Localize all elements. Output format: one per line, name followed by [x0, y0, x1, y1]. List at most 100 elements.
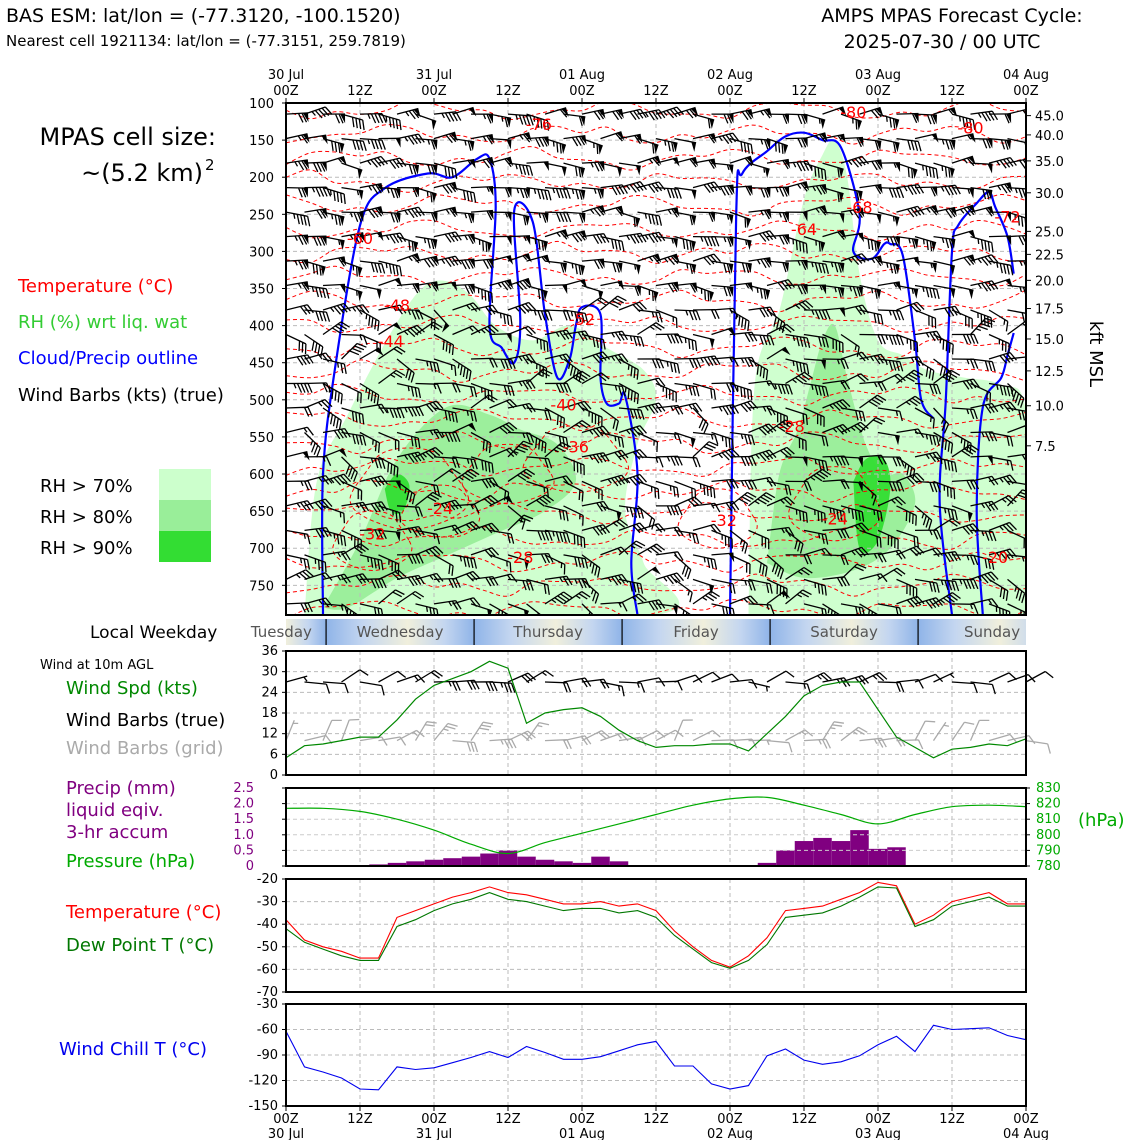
- wind10-ytick-label: 18: [261, 706, 278, 721]
- temp-label: -80: [957, 118, 983, 137]
- legend-rh70: RH > 70%: [40, 476, 133, 497]
- precip-bar: [795, 841, 814, 866]
- wind-barb: [675, 139, 697, 143]
- temp-label: -32: [711, 511, 737, 530]
- precip-bar: [869, 849, 888, 866]
- wind-barb-flag: [413, 242, 418, 252]
- sounding-ytick-label: 200: [249, 171, 274, 186]
- legend-temperature: Temperature (°C): [17, 276, 173, 297]
- wind-barb: [360, 310, 379, 331]
- pressure-ytick-label: 830: [1036, 781, 1061, 796]
- wind-barb-true: [749, 682, 770, 692]
- wind-barb-grid: [656, 730, 683, 740]
- precip-bar: [517, 857, 536, 866]
- wind-barb-grid: [823, 722, 844, 741]
- wind-barb-flag: [765, 168, 770, 178]
- wind-barb-grid: [490, 739, 517, 748]
- wind-barb: [952, 359, 978, 369]
- top-hour-label: 12Z: [939, 84, 965, 99]
- bottom-hour-label: 12Z: [939, 1112, 965, 1127]
- wind-barb-flag: [469, 108, 477, 117]
- wind-barb-grid: [323, 720, 342, 740]
- wind-barb: [601, 296, 627, 310]
- wind-barb: [675, 384, 699, 397]
- wind-barb: [952, 334, 978, 343]
- wind-barb: [675, 530, 699, 543]
- top-hour-label: 00Z: [717, 84, 743, 99]
- wind-barb: [379, 261, 402, 276]
- precip-bar: [591, 857, 610, 866]
- wind-barb: [508, 163, 533, 176]
- temp-label: -24: [822, 510, 848, 529]
- wind-barb-flag: [691, 438, 696, 448]
- temps-ytick-label: -40: [257, 917, 278, 932]
- wind-barb: [619, 109, 646, 119]
- wind-barb: [286, 555, 309, 570]
- wind-barb-true: [601, 682, 625, 696]
- wind-barb-grid: [286, 720, 298, 740]
- wind-barb-flag: [728, 215, 733, 225]
- temps-ytick-label: -30: [257, 895, 278, 910]
- wind-barb: [1026, 212, 1047, 226]
- bottom-hour-label: 00Z: [865, 1112, 891, 1127]
- temp-label: -52: [569, 310, 595, 329]
- sounding-ytick-label: 300: [249, 245, 274, 260]
- temp-label: -32: [359, 524, 385, 543]
- wind-barb: [360, 261, 385, 273]
- wind-barb: [693, 254, 721, 265]
- wind-barb: [1026, 604, 1050, 617]
- pressure-ytick-label: 810: [1036, 812, 1061, 827]
- wind10-ytick-label: 0: [270, 768, 278, 783]
- wind-barb: [712, 133, 739, 144]
- sounding-inner: -76-80-80-68-64-72-60-48-52-44-40-28-36-…: [286, 100, 1053, 630]
- cell-size-label: MPAS cell size:: [40, 123, 216, 151]
- wind-barb: [601, 331, 628, 341]
- top-hour-label: 12Z: [347, 84, 373, 99]
- pressure-unit-label: (hPa): [1078, 810, 1125, 831]
- wind-barb: [693, 591, 720, 604]
- top-hour-label: 12Z: [495, 84, 521, 99]
- wind-barb-true: [656, 681, 682, 690]
- wind-barb-true: [286, 676, 307, 682]
- wind-barb: [730, 139, 753, 155]
- sounding-ytick-label: 400: [249, 320, 274, 335]
- bottom-hour-label: 12Z: [643, 1112, 669, 1127]
- wind-chill-label: Wind Chill T (°C): [59, 1039, 207, 1060]
- pressure-ytick-label: 800: [1036, 828, 1061, 843]
- bottom-hour-label: 00Z: [421, 1112, 447, 1127]
- wind-barb-flag: [746, 218, 751, 228]
- wind-barb-flag: [673, 239, 678, 249]
- temp-label: -48: [384, 296, 410, 315]
- weekday-name: Saturday: [810, 623, 878, 641]
- precip-accum-label: 3-hr accum: [66, 822, 168, 843]
- wind-barb-grid: [934, 722, 949, 740]
- kft-tick-label: 25.0: [1035, 225, 1064, 240]
- wind-speed-label: Wind Spd (kts): [66, 678, 198, 699]
- temps-ytick-label: -50: [257, 940, 278, 955]
- wind-barb-flag: [358, 267, 363, 277]
- bottom-date-label: 01 Aug: [559, 1127, 605, 1140]
- wind-barb-grid: [989, 735, 1017, 743]
- wind-barb: [360, 286, 382, 291]
- wind-barb-true: [767, 671, 794, 682]
- header-nearest-cell: Nearest cell 1921134: lat/lon = (-77.315…: [6, 32, 406, 50]
- wind-barb-flag: [636, 166, 641, 176]
- chill-ytick-label: -120: [248, 1074, 278, 1089]
- wind-barb: [1026, 381, 1053, 391]
- top-hour-label: 00Z: [273, 84, 299, 99]
- temp-label: -44: [378, 332, 404, 351]
- wind-barb-flag: [396, 138, 401, 147]
- top-date-label: 01 Aug: [559, 68, 605, 83]
- bottom-hour-label: 12Z: [791, 1112, 817, 1127]
- wind-barb: [915, 163, 938, 179]
- wind-barb-grid: [952, 722, 974, 740]
- wind-barb-flag: [709, 291, 714, 301]
- wind-barb-flag: [895, 217, 900, 227]
- kft-axis-label: kft MSL: [1085, 321, 1106, 387]
- wind-barb-grid: [675, 720, 693, 741]
- wind-barb: [1026, 576, 1053, 585]
- kft-tick-label: 12.5: [1035, 365, 1064, 380]
- wind-barb: [619, 163, 641, 166]
- wind-barb: [1008, 357, 1035, 366]
